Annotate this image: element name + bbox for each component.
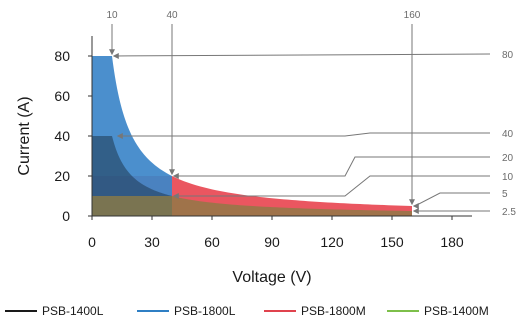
- right-annotation-label: 10: [502, 172, 514, 183]
- area-psb-1400m: [92, 196, 412, 216]
- axes-layer: [88, 36, 472, 220]
- right-annotation-label: 2.5: [502, 207, 516, 218]
- top-annotation-label: 160: [404, 10, 421, 21]
- y-tick-label: 80: [54, 48, 70, 64]
- y-axis-title: Current (A): [16, 96, 33, 175]
- x-tick-label: 90: [264, 234, 280, 250]
- x-tick-label: 180: [440, 234, 464, 250]
- y-tick-label: 60: [54, 88, 70, 104]
- legend-item-psb-1800l: PSB-1800L: [137, 304, 236, 318]
- y-tick-label: 20: [54, 168, 70, 184]
- y-tick-label: 40: [54, 128, 70, 144]
- right-annotation-label: 5: [502, 189, 508, 200]
- top-annotation-label: 10: [106, 10, 118, 21]
- right-annotation-label: 80: [502, 50, 514, 61]
- x-tick-label: 60: [204, 234, 220, 250]
- x-tick-label: 30: [144, 234, 160, 250]
- current-guide-arrow: [116, 132, 490, 139]
- current-guide-arrow: [112, 52, 491, 59]
- right-annotation-label: 40: [502, 129, 514, 140]
- legend: PSB-1400L PSB-1800L PSB-1800M PSB-1400M: [5, 304, 489, 318]
- y-tick-label: 0: [62, 208, 70, 224]
- current-guide-arrow: [412, 192, 490, 209]
- legend-label: PSB-1800M: [301, 304, 366, 318]
- x-axis-title: Voltage (V): [232, 269, 311, 286]
- x-tick-label: 120: [320, 234, 344, 250]
- legend-label: PSB-1400L: [42, 304, 104, 318]
- legend-item-psb-1400l: PSB-1400L: [5, 304, 104, 318]
- areas-layer: [92, 56, 412, 216]
- current-guide-arrow: [172, 156, 490, 179]
- x-tick-label: 150: [380, 234, 404, 250]
- top-annotation-label: 40: [166, 10, 178, 21]
- right-annotation-label: 20: [502, 153, 514, 164]
- x-tick-label: 0: [88, 234, 96, 250]
- legend-label: PSB-1800L: [174, 304, 236, 318]
- current-guide-arrow: [172, 175, 490, 199]
- legend-item-psb-1800m: PSB-1800M: [264, 304, 366, 318]
- text-layer: Voltage (V) Current (A) 0 30 60 90 120 150 180…: [16, 10, 516, 286]
- legend-label: PSB-1400M: [424, 304, 489, 318]
- legend-item-psb-1400m: PSB-1400M: [387, 304, 489, 318]
- annotations-layer: [109, 24, 491, 214]
